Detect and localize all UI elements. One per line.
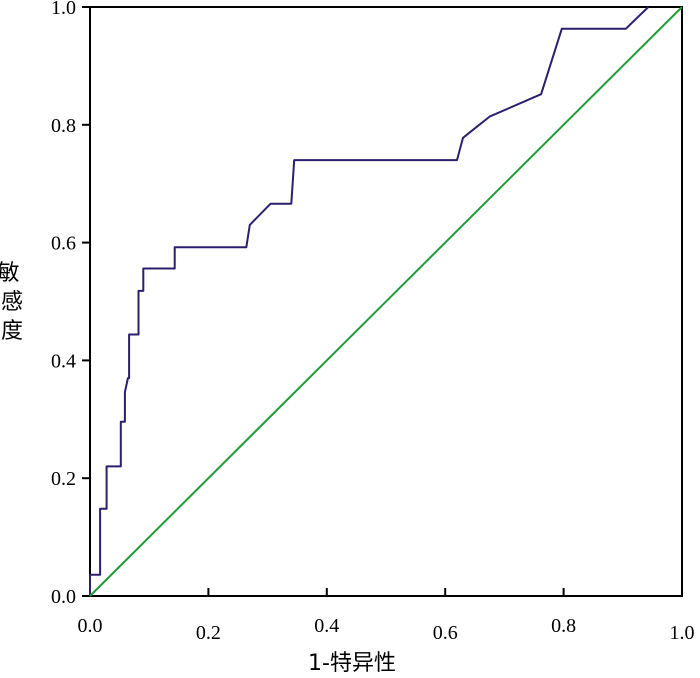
y-tick-label: 0.4 <box>51 350 76 372</box>
x-tick-label: 1.0 <box>670 622 695 644</box>
x-axis-ticks: 0.0 0.2 0.4 0.6 0.8 1.0 <box>78 588 695 644</box>
x-tick-label: 0.4 <box>314 615 339 637</box>
y-axis-label: 敏 感度 <box>0 261 27 344</box>
roc-curve <box>89 6 649 596</box>
y-tick-label: 0.0 <box>51 586 76 608</box>
y-tick-label: 0.2 <box>51 468 76 490</box>
x-tick-label: 0.8 <box>551 615 576 637</box>
y-axis-label-char-2: 感 <box>1 290 23 315</box>
y-tick-label: 0.8 <box>51 115 76 137</box>
x-axis-label: 1-特异性 <box>308 651 396 676</box>
y-axis-label-char-3: 度 <box>1 319 23 344</box>
y-tick-label: 0.6 <box>51 233 76 255</box>
reference-diagonal <box>89 6 683 597</box>
series-layer <box>89 6 683 597</box>
x-tick-label: 0.0 <box>78 615 103 637</box>
x-tick-label: 0.2 <box>196 622 221 644</box>
y-axis-label-char-1: 敏 <box>0 261 20 286</box>
y-tick-label: 1.0 <box>51 0 76 19</box>
x-tick-label: 0.6 <box>433 622 458 644</box>
y-axis-ticks: 0.0 0.2 0.4 0.6 0.8 1.0 <box>51 0 90 608</box>
plot-frame <box>89 6 683 597</box>
